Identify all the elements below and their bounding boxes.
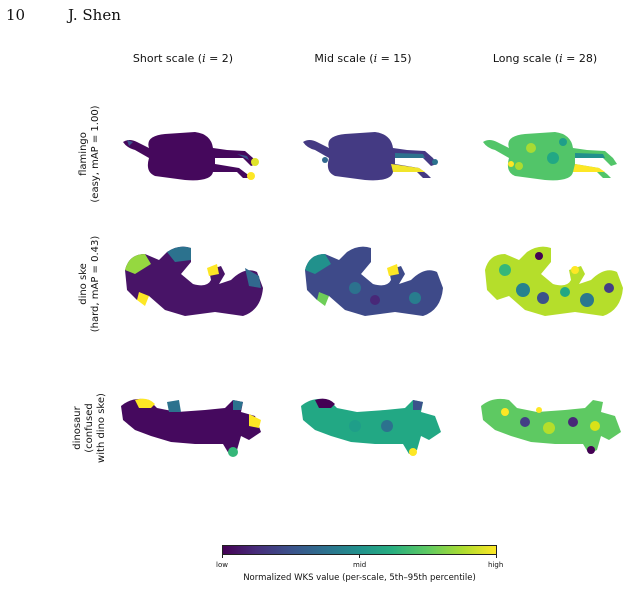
page-number: 10 bbox=[6, 6, 26, 24]
colorbar-tick-high bbox=[496, 555, 497, 558]
column-title-long-var: i bbox=[559, 52, 563, 65]
dino-ske-short-scale-render bbox=[125, 246, 263, 316]
dinosaur-short-scale-render bbox=[121, 398, 261, 457]
column-title-mid: Mid scale (i = 15) bbox=[273, 52, 453, 65]
colorbar-tick-low bbox=[222, 555, 223, 558]
column-title-long-suffix: = 28) bbox=[562, 52, 598, 65]
column-title-long: Long scale (i = 28) bbox=[455, 52, 628, 65]
column-title-long-prefix: Long scale ( bbox=[492, 52, 560, 65]
row-label-dino-ske-line1: dino ske bbox=[78, 263, 89, 305]
row-label-dinosaur: dinosaur (confused with dino ske) bbox=[72, 373, 108, 483]
running-header-author: J. Shen bbox=[68, 6, 121, 24]
colorbar-tick-label-high: high bbox=[488, 561, 504, 569]
column-title-mid-suffix: = 15) bbox=[377, 52, 412, 65]
row-label-dinosaur-line3: with dino ske) bbox=[96, 393, 107, 463]
colorbar-tick-label-low: low bbox=[216, 561, 228, 569]
column-title-short-var: i bbox=[202, 52, 206, 65]
colorbar-label: Normalized WKS value (per-scale, 5th–95t… bbox=[243, 573, 476, 583]
dino-ske-long-scale-render bbox=[485, 246, 623, 316]
flamingo-long-scale-render bbox=[483, 132, 617, 181]
column-title-short-prefix: Short scale ( bbox=[132, 52, 203, 65]
colorbar-tick-label-mid: mid bbox=[353, 561, 367, 569]
dinosaur-long-scale-render bbox=[481, 398, 621, 454]
flamingo-short-scale-render bbox=[123, 132, 259, 181]
column-title-mid-prefix: Mid scale ( bbox=[314, 52, 374, 65]
row-label-flamingo: flamingo (easy, mAP = 1.00) bbox=[78, 99, 102, 209]
row-label-dino-ske: dino ske (hard, mAP = 0.43) bbox=[78, 229, 102, 339]
row-label-flamingo-line1: flamingo bbox=[78, 132, 89, 176]
row-label-dino-ske-line2: (hard, mAP = 0.43) bbox=[90, 235, 101, 333]
dinosaur-mid-scale-render bbox=[301, 398, 441, 456]
dino-ske-mid-scale-render bbox=[305, 246, 443, 316]
column-title-short: Short scale (i = 2) bbox=[93, 52, 273, 65]
row-label-dinosaur-line1: dinosaur bbox=[72, 406, 83, 450]
column-title-mid-var: i bbox=[373, 52, 378, 65]
column-title-short-suffix: = 2) bbox=[205, 52, 234, 65]
flamingo-mid-scale-render bbox=[303, 132, 438, 181]
colorbar-tick-mid bbox=[359, 555, 360, 558]
row-label-flamingo-line2: (easy, mAP = 1.00) bbox=[90, 105, 101, 203]
row-label-dinosaur-line2: (confused bbox=[84, 403, 95, 453]
colorbar bbox=[222, 545, 497, 555]
